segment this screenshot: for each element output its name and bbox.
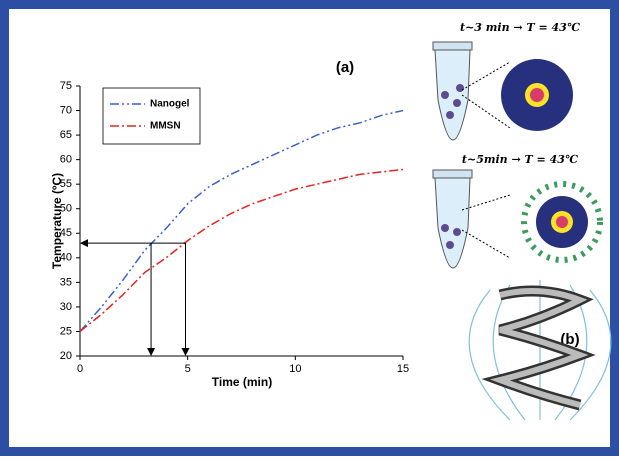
- legend-box: [102, 87, 201, 145]
- x-tick-label: 5: [185, 363, 191, 375]
- y-tick-label: 55: [60, 178, 72, 190]
- panel-label: (a): [336, 59, 354, 76]
- x-tick-label: 10: [289, 363, 301, 375]
- y-tick-label: 70: [60, 104, 72, 116]
- panel-label: (b): [560, 331, 579, 348]
- x-axis-label: Time (min): [212, 375, 272, 389]
- y-tick-label: 40: [60, 252, 72, 264]
- legend-label: MMSN: [150, 121, 181, 132]
- y-tick-label: 45: [60, 227, 72, 239]
- x-tick-label: 0: [77, 363, 83, 375]
- y-tick-label: 25: [60, 325, 72, 337]
- y-tick-label: 20: [60, 350, 72, 362]
- annotation: t~3 min → T = 43℃: [460, 21, 581, 34]
- legend-label: Nanogel: [150, 99, 190, 110]
- y-tick-label: 65: [60, 129, 72, 141]
- y-tick-label: 75: [60, 80, 72, 92]
- annotation: t~5min → T = 43℃: [462, 153, 579, 166]
- illustration: [432, 41, 612, 421]
- x-tick-label: 15: [397, 363, 409, 375]
- series-line: [79, 109, 404, 332]
- series-line: [79, 168, 404, 333]
- y-tick-label: 35: [60, 276, 72, 288]
- y-tick-label: 50: [60, 203, 72, 215]
- y-tick-label: 60: [60, 154, 72, 166]
- y-tick-label: 30: [60, 301, 72, 313]
- y-axis-label: Temperature (ºC): [50, 173, 64, 269]
